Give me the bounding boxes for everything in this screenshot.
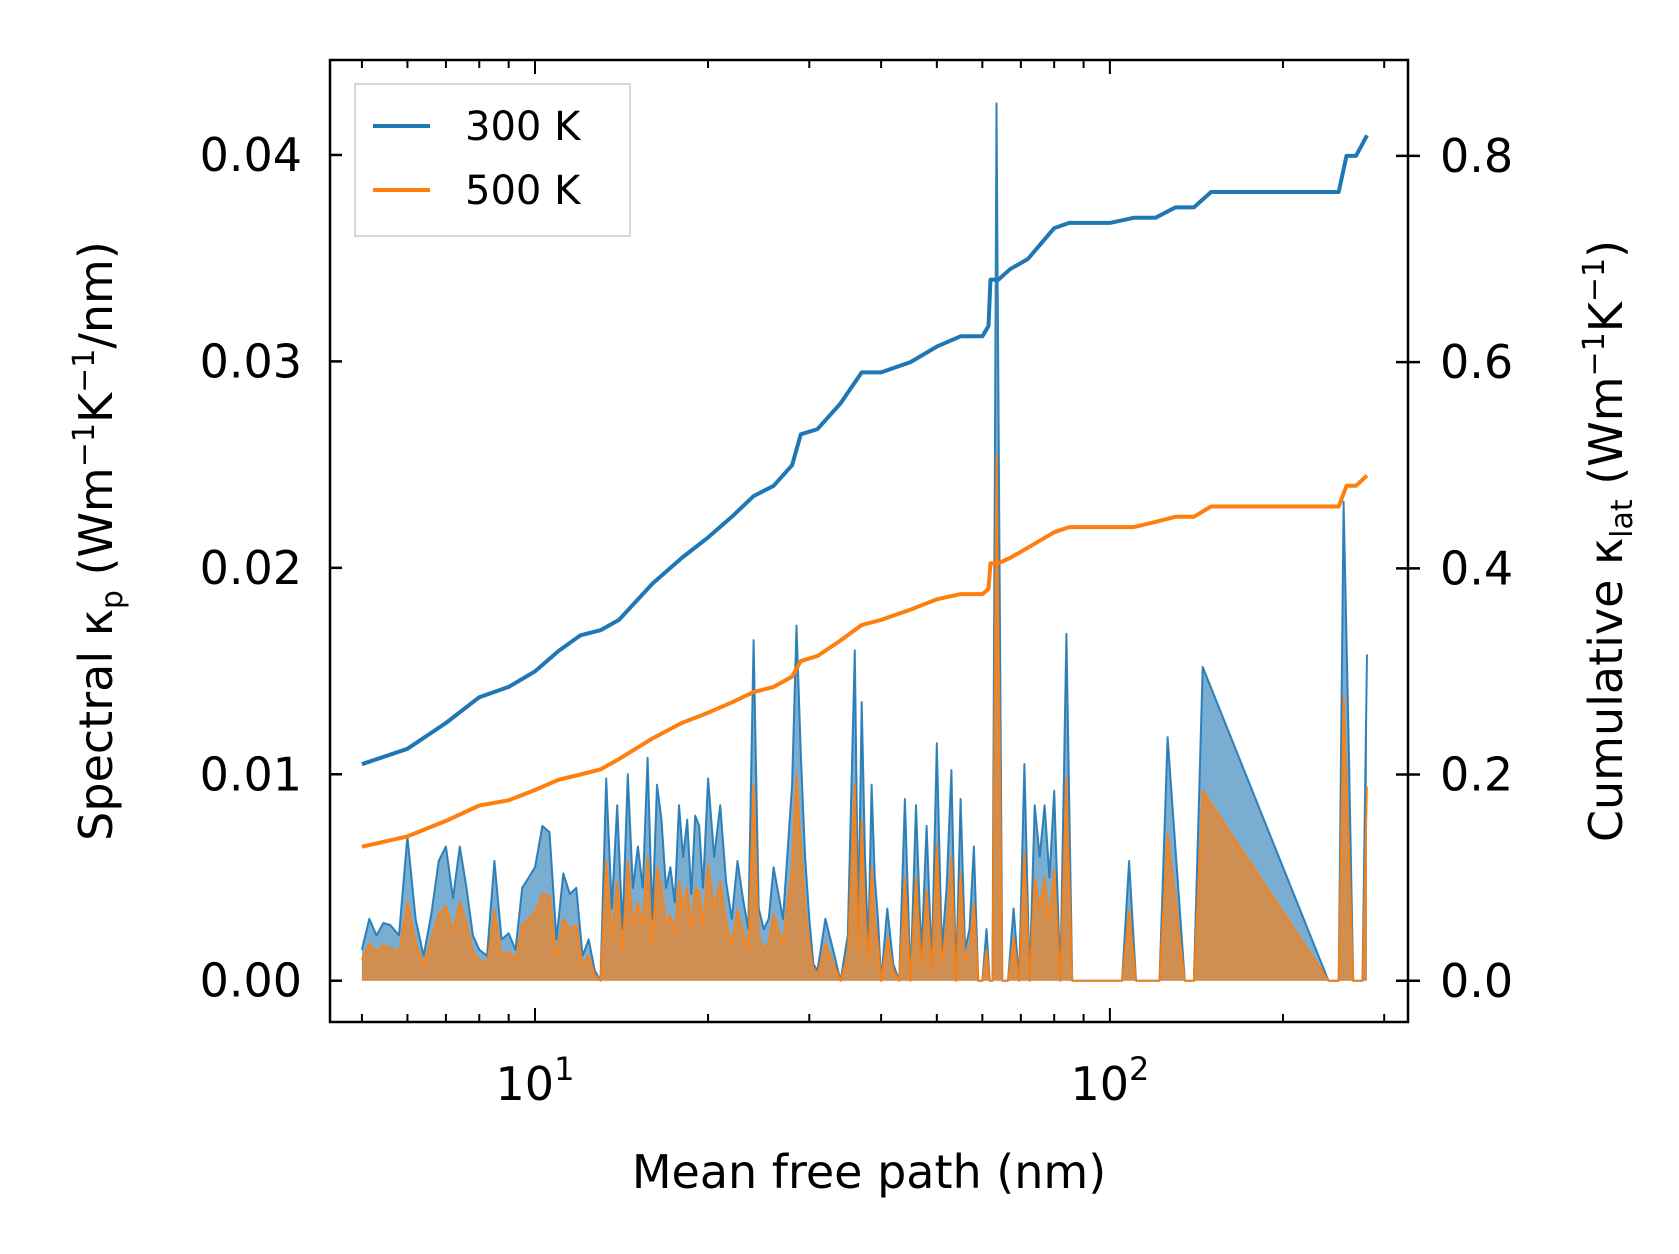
axis-ticks: 0.00 0.01 0.02 0.03 0.04 0.0 0.2 0.4 0.6 0.8 101 10… bbox=[200, 60, 1513, 1111]
spectral-line-500k bbox=[360, 453, 1368, 982]
left-y-axis-label: Spectral κp (Wm−1K−1/nm) bbox=[67, 241, 130, 841]
x-tick-label: 102 bbox=[1070, 1050, 1149, 1111]
right-y-tick-label: 0.0 bbox=[1440, 954, 1513, 1008]
right-y-tick-label: 0.4 bbox=[1440, 541, 1513, 595]
spectral-line-300k bbox=[360, 102, 1368, 982]
series-lines bbox=[361, 134, 1369, 849]
legend: 300 K 500 K bbox=[354, 83, 631, 237]
spectral-fills bbox=[360, 102, 1368, 982]
legend-label-300k: 300 K bbox=[465, 104, 582, 150]
left-y-tick-label: 0.01 bbox=[200, 747, 302, 801]
cumulative-line-300k bbox=[361, 134, 1369, 767]
left-y-tick-label: 0.02 bbox=[200, 541, 302, 595]
legend-label-500k: 500 K bbox=[465, 168, 582, 214]
plot-frame bbox=[328, 58, 1410, 1024]
x-axis-label: Mean free path (nm) bbox=[632, 1145, 1106, 1199]
right-y-tick-label: 0.8 bbox=[1440, 129, 1513, 183]
left-y-tick-label: 0.04 bbox=[200, 128, 302, 182]
right-y-axis-label: Cumulative κlat (Wm−1K−1) bbox=[1577, 240, 1640, 842]
legend-box bbox=[354, 83, 631, 237]
left-y-tick-label: 0.03 bbox=[200, 334, 302, 388]
right-y-tick-label: 0.2 bbox=[1440, 748, 1513, 802]
x-tick-label: 101 bbox=[496, 1050, 575, 1111]
left-y-tick-label: 0.00 bbox=[200, 954, 302, 1008]
cumulative-line-500k bbox=[361, 474, 1369, 849]
right-y-tick-label: 0.6 bbox=[1440, 335, 1513, 389]
spectral-area-500k bbox=[361, 454, 1367, 981]
